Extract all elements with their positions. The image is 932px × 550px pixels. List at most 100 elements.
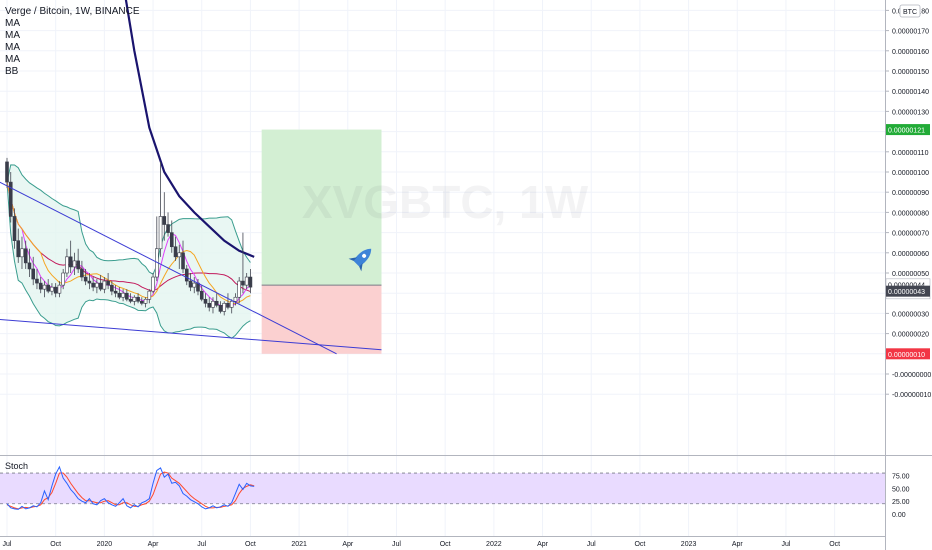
- candle-body: [199, 290, 204, 300]
- candle[interactable]: [76, 248, 80, 273]
- candle[interactable]: [218, 301, 223, 314]
- candle[interactable]: [140, 297, 144, 306]
- candle[interactable]: [158, 161, 163, 257]
- candle[interactable]: [110, 281, 114, 296]
- candle[interactable]: [53, 283, 58, 298]
- candle[interactable]: [192, 277, 197, 294]
- indicator-ma-2[interactable]: MA: [5, 30, 20, 41]
- candle[interactable]: [199, 285, 204, 302]
- candle[interactable]: [117, 287, 122, 300]
- candle[interactable]: [128, 293, 133, 304]
- candle[interactable]: [237, 277, 241, 304]
- candle[interactable]: [214, 293, 219, 308]
- stoch-pane[interactable]: [0, 465, 885, 510]
- candle-body: [125, 292, 129, 300]
- candle[interactable]: [35, 268, 39, 290]
- candle-body: [136, 296, 140, 302]
- candle[interactable]: [173, 236, 178, 261]
- candle[interactable]: [38, 277, 43, 294]
- stoch-axis[interactable]: 75.00 50.00 25.00 0.00: [892, 474, 910, 519]
- candle[interactable]: [95, 279, 99, 294]
- candle[interactable]: [61, 268, 65, 290]
- candle[interactable]: [72, 252, 77, 276]
- candle-body: [61, 272, 65, 286]
- candle[interactable]: [98, 275, 103, 292]
- candle[interactable]: [203, 293, 208, 308]
- indicator-ma-1[interactable]: MA: [5, 18, 20, 29]
- candle[interactable]: [207, 297, 212, 312]
- candle[interactable]: [87, 273, 92, 290]
- candle[interactable]: [12, 208, 17, 249]
- price-tick-label: -0.00000000: [892, 372, 931, 379]
- candle-body: [23, 248, 28, 264]
- indicator-ma-4[interactable]: MA: [5, 54, 20, 65]
- price-axis[interactable]: 0.000001800.000001700.000001600.00000150…: [885, 8, 931, 399]
- lower-trendline[interactable]: [0, 318, 382, 351]
- candle-body: [222, 302, 227, 312]
- candle[interactable]: [23, 240, 28, 269]
- candle[interactable]: [241, 232, 245, 294]
- candle-body: [196, 282, 200, 292]
- time-axis[interactable]: Jul Oct 2020 Apr Jul Oct 2021 Apr Jul Oct 2022 Apr J…: [3, 541, 841, 548]
- candle[interactable]: [121, 289, 125, 302]
- candle-body: [143, 298, 148, 304]
- candle[interactable]: [102, 277, 107, 294]
- candle[interactable]: [181, 240, 185, 273]
- target-price-badge-label: 0.00000121: [888, 128, 925, 135]
- candle[interactable]: [57, 281, 62, 298]
- loss-zone[interactable]: [261, 285, 382, 354]
- candle-body: [80, 268, 84, 278]
- candle-body: [5, 161, 9, 183]
- candle[interactable]: [143, 297, 148, 308]
- time-tick-label: Oct: [829, 541, 840, 548]
- candle[interactable]: [155, 216, 159, 282]
- candle[interactable]: [83, 268, 88, 286]
- candle[interactable]: [8, 172, 13, 223]
- price-tick-label: 0.00000090: [892, 190, 929, 197]
- trendlines[interactable]: [0, 181, 382, 355]
- candle[interactable]: [106, 273, 110, 290]
- candle[interactable]: [5, 157, 9, 189]
- currency-badge[interactable]: BTC: [899, 4, 921, 18]
- candle[interactable]: [42, 281, 47, 298]
- candle[interactable]: [169, 220, 174, 253]
- candle[interactable]: [211, 297, 215, 314]
- candle[interactable]: [151, 273, 155, 294]
- candle[interactable]: [46, 279, 50, 294]
- candle[interactable]: [16, 228, 21, 263]
- candle[interactable]: [248, 268, 253, 294]
- candle-body: [177, 252, 182, 258]
- candle-body: [132, 296, 137, 302]
- long-position-tool[interactable]: [261, 129, 382, 354]
- candle[interactable]: [229, 299, 234, 314]
- candle[interactable]: [188, 273, 193, 292]
- candle[interactable]: [184, 264, 189, 286]
- candle[interactable]: [147, 289, 152, 304]
- candle[interactable]: [27, 248, 32, 278]
- candle-body: [181, 252, 185, 270]
- candle[interactable]: [162, 192, 167, 241]
- candle[interactable]: [226, 293, 230, 310]
- candle[interactable]: [136, 293, 140, 304]
- candle[interactable]: [80, 260, 84, 282]
- candles[interactable]: [5, 157, 253, 316]
- candle[interactable]: [222, 301, 227, 316]
- candle[interactable]: [244, 273, 249, 290]
- symbol-title[interactable]: Verge / Bitcoin, 1W, BINANCE: [5, 6, 140, 17]
- candle[interactable]: [91, 277, 95, 292]
- candle[interactable]: [166, 212, 170, 237]
- candle[interactable]: [113, 285, 118, 298]
- candle[interactable]: [132, 295, 137, 306]
- candle[interactable]: [50, 283, 54, 296]
- indicator-bb[interactable]: BB: [5, 66, 19, 77]
- candle[interactable]: [125, 289, 129, 302]
- upper-trendline[interactable]: [0, 181, 337, 355]
- candle[interactable]: [233, 293, 238, 306]
- indicator-ma-3[interactable]: MA: [5, 42, 20, 53]
- candle[interactable]: [177, 244, 182, 269]
- candle[interactable]: [20, 236, 24, 269]
- candle[interactable]: [31, 256, 36, 286]
- candle[interactable]: [65, 248, 69, 278]
- candle[interactable]: [68, 240, 73, 273]
